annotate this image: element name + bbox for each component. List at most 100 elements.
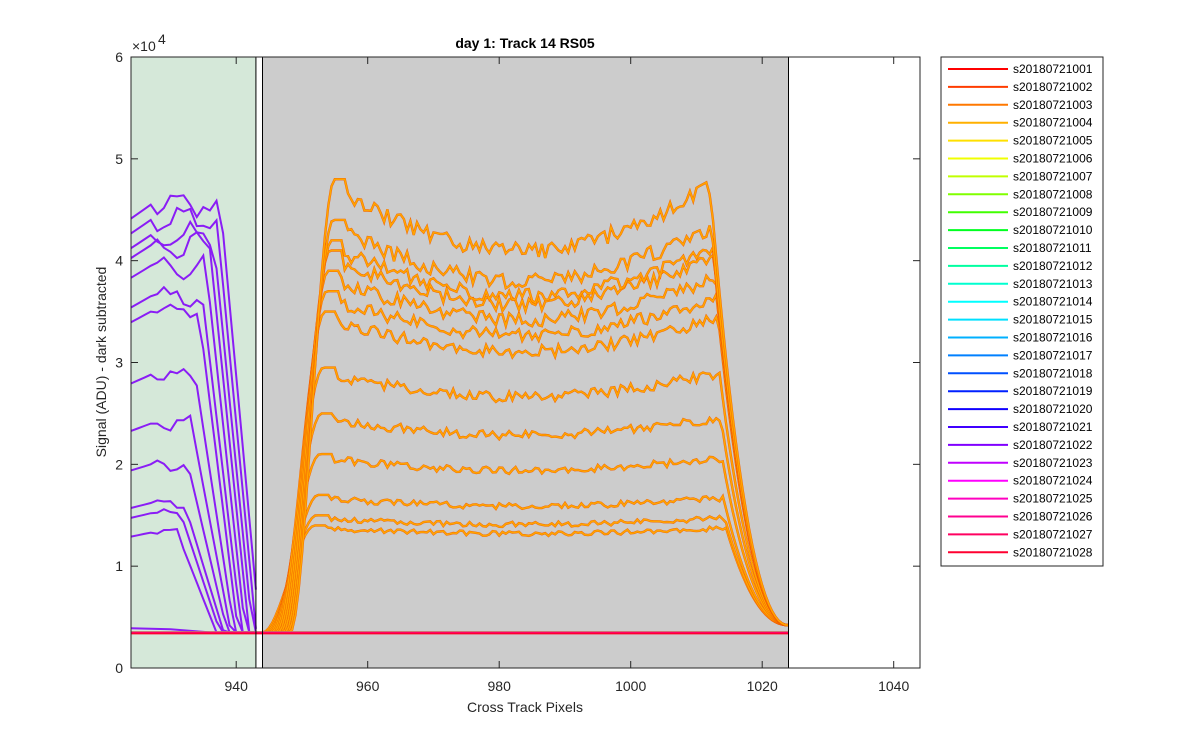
- legend-label: s20180721023: [1013, 456, 1093, 470]
- legend-label: s20180721024: [1013, 474, 1093, 488]
- legend-label: s20180721021: [1013, 420, 1093, 434]
- orange-series-line: [262, 494, 789, 634]
- y-axis-label: Signal (ADU) - dark subtracted: [93, 267, 109, 458]
- legend: s20180721001 s20180721002 s20180721003 s201…: [940, 56, 1104, 567]
- legend-item: s20180721009: [948, 205, 1093, 219]
- legend-label: s20180721018: [1013, 366, 1093, 380]
- x-tick-label: 1000: [615, 678, 646, 694]
- legend-label: s20180721005: [1013, 134, 1093, 148]
- legend-item: s20180721011: [948, 241, 1092, 255]
- y-tick-label: 4: [115, 253, 123, 269]
- orange-series-line: [262, 524, 789, 634]
- legend-item: s20180721008: [948, 187, 1093, 201]
- y-exponent-base: ×10: [132, 38, 156, 54]
- legend-label: s20180721017: [1013, 348, 1093, 362]
- legend-label: s20180721004: [1013, 116, 1093, 130]
- orange-series-line: [262, 290, 789, 634]
- x-tick-label: 980: [488, 678, 512, 694]
- legend-item: s20180721015: [948, 313, 1093, 327]
- orange-series-line: [262, 219, 789, 634]
- legend-label: s20180721006: [1013, 152, 1093, 166]
- purple-series-line: [130, 206, 257, 629]
- legend-items: s20180721001 s20180721002 s20180721003 s201…: [948, 62, 1093, 559]
- purple-series-line: [130, 367, 256, 634]
- legend-item: s20180721013: [948, 277, 1093, 291]
- orange-series-line: [262, 514, 789, 634]
- purple-series-line: [130, 252, 256, 634]
- x-tick-label: 940: [225, 678, 249, 694]
- legend-label: s20180721007: [1013, 169, 1093, 183]
- purple-series-line: [130, 230, 256, 634]
- x-tick-label: 1040: [878, 678, 909, 694]
- purple-series-line: [130, 219, 257, 633]
- shaded-region-2: [262, 57, 789, 668]
- legend-item: s20180721002: [948, 80, 1093, 94]
- legend-item: s20180721016: [948, 331, 1093, 345]
- legend-label: s20180721012: [1013, 259, 1093, 273]
- orange-series-line: [262, 366, 789, 634]
- y-tick-label: 1: [115, 558, 123, 574]
- legend-label: s20180721025: [1013, 492, 1093, 506]
- legend-item: s20180721018: [948, 366, 1093, 380]
- legend-item: s20180721025: [948, 492, 1093, 506]
- legend-item: s20180721007: [948, 169, 1093, 183]
- legend-label: s20180721028: [1013, 545, 1093, 559]
- purple-series-line: [130, 194, 257, 590]
- legend-item: s20180721027: [948, 527, 1093, 541]
- legend-label: s20180721002: [1013, 80, 1093, 94]
- x-ticks: 940 960 980 1000 1020 1040: [225, 57, 909, 694]
- purple-series-line: [130, 303, 256, 634]
- legend-item: s20180721004: [948, 116, 1093, 130]
- purple-series-line: [130, 285, 256, 634]
- legend-label: s20180721011: [1013, 241, 1092, 255]
- legend-label: s20180721020: [1013, 402, 1093, 416]
- legend-item: s20180721028: [948, 545, 1093, 559]
- legend-item: s20180721017: [948, 348, 1093, 362]
- legend-item: s20180721026: [948, 510, 1093, 524]
- legend-item: s20180721005: [948, 134, 1093, 148]
- orange-series-line: [262, 412, 789, 634]
- y-tick-label: 6: [115, 49, 123, 65]
- y-tick-label: 2: [115, 456, 123, 472]
- legend-label: s20180721015: [1013, 313, 1093, 327]
- legend-item: s20180721014: [948, 295, 1093, 309]
- legend-label: s20180721019: [1013, 384, 1093, 398]
- y-tick-label: 3: [115, 355, 123, 371]
- orange-series-line: [262, 239, 789, 634]
- x-axis-label: Cross Track Pixels: [467, 699, 583, 715]
- orange-series-line: [262, 178, 789, 634]
- legend-item: s20180721024: [948, 474, 1093, 488]
- orange-series-line: [262, 269, 789, 634]
- legend-label: s20180721008: [1013, 187, 1093, 201]
- legend-label: s20180721001: [1013, 62, 1093, 76]
- orange-series-line: [262, 249, 789, 634]
- y-tick-label: 0: [115, 660, 123, 676]
- legend-label: s20180721016: [1013, 331, 1093, 345]
- legend-label: s20180721003: [1013, 98, 1093, 112]
- legend-item: s20180721019: [948, 384, 1093, 398]
- chart-title: day 1: Track 14 RS05: [455, 35, 595, 51]
- legend-item: s20180721020: [948, 402, 1093, 416]
- legend-item: s20180721012: [948, 259, 1093, 273]
- series-layer: [130, 177, 789, 635]
- legend-label: s20180721014: [1013, 295, 1093, 309]
- y-ticks: 0 1 2 3 4 5 6: [115, 49, 920, 676]
- legend-label: s20180721026: [1013, 510, 1093, 524]
- x-tick-label: 960: [356, 678, 380, 694]
- legend-item: s20180721021: [948, 420, 1093, 434]
- legend-item: s20180721010: [948, 223, 1093, 237]
- x-tick-label: 1020: [747, 678, 778, 694]
- legend-item: s20180721003: [948, 98, 1093, 112]
- y-tick-label: 5: [115, 151, 123, 167]
- legend-label: s20180721013: [1013, 277, 1093, 291]
- legend-label: s20180721022: [1013, 438, 1093, 452]
- plot-area: 940 960 980 1000 1020 1040 0 1 2 3 4 5 6: [115, 49, 921, 694]
- legend-label: s20180721009: [1013, 205, 1093, 219]
- orange-series-line: [262, 310, 789, 634]
- legend-item: s20180721022: [948, 438, 1093, 452]
- orange-series-line: [262, 453, 789, 634]
- y-exponent-power: 4: [158, 31, 166, 47]
- legend-label: s20180721010: [1013, 223, 1093, 237]
- legend-item: s20180721006: [948, 152, 1093, 166]
